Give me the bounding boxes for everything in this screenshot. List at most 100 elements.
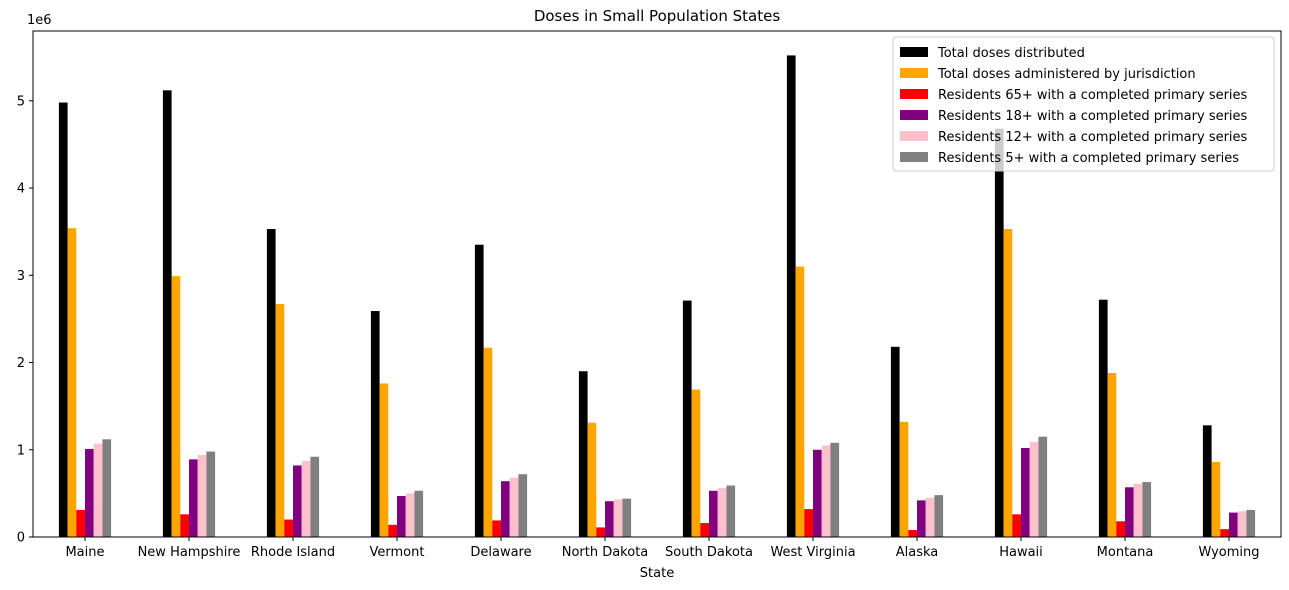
y-axis-offset-label: 1e6 [27, 13, 52, 28]
bar [162, 90, 172, 537]
bar [578, 371, 588, 537]
bar [726, 485, 736, 537]
legend-swatch [900, 131, 928, 141]
bar [310, 456, 320, 537]
legend-label: Total doses distributed [937, 46, 1085, 61]
bar [388, 524, 397, 537]
bar [58, 102, 68, 537]
bar [405, 493, 415, 537]
bar [786, 55, 796, 538]
legend-label: Residents 5+ with a completed primary se… [938, 151, 1239, 166]
y-tick-label: 5 [17, 94, 25, 109]
bar [275, 304, 285, 537]
bar [206, 451, 216, 537]
y-tick-label: 4 [17, 182, 25, 197]
y-tick-label: 2 [17, 356, 25, 371]
bar [293, 465, 302, 537]
bar [613, 499, 623, 537]
x-tick-label: Rhode Island [251, 545, 335, 560]
x-tick-label: Alaska [896, 545, 939, 560]
bar [397, 496, 406, 537]
legend-swatch [900, 110, 928, 120]
bar [1116, 521, 1125, 537]
legend-label: Residents 12+ with a completed primary s… [938, 130, 1248, 145]
y-tick-label: 3 [17, 269, 25, 284]
x-tick-label: North Dakota [562, 545, 649, 560]
bar [284, 519, 293, 537]
bar [934, 495, 944, 537]
x-tick-label: Wyoming [1198, 545, 1259, 560]
bar [596, 527, 605, 537]
x-tick-label: New Hampshire [138, 545, 241, 560]
bar [492, 520, 501, 537]
bar [1202, 425, 1212, 537]
legend-swatch [900, 89, 928, 99]
bar [830, 442, 840, 537]
bar [813, 449, 822, 537]
bar [1038, 436, 1048, 537]
legend: Total doses distributed Total doses admin… [892, 36, 1275, 172]
bar [197, 454, 207, 537]
bar [1211, 461, 1221, 537]
y-tick-label: 1 [17, 443, 25, 458]
x-axis: Maine New Hampshire Rhode Island Vermont Del… [65, 537, 1260, 560]
bar [483, 347, 493, 537]
bar [925, 497, 935, 537]
bar [414, 490, 424, 537]
bar [908, 530, 917, 537]
bars-group [58, 55, 1256, 538]
bar [899, 421, 909, 537]
x-tick-label: Maine [65, 545, 104, 560]
bar [1098, 299, 1108, 537]
bar [93, 443, 103, 537]
bar [587, 422, 597, 537]
bar [821, 445, 831, 537]
bar [691, 389, 701, 537]
legend-label: Total doses administered by jurisdiction [937, 67, 1196, 82]
bar [1246, 509, 1256, 537]
bar [180, 514, 189, 537]
bar [85, 448, 94, 537]
chart-title: Doses in Small Population States [534, 7, 781, 25]
bar [509, 477, 519, 537]
bar [994, 128, 1004, 537]
bar [1133, 483, 1143, 537]
legend-swatch [900, 152, 928, 162]
bar [804, 509, 813, 537]
bar [1142, 482, 1152, 537]
legend-label: Residents 65+ with a completed primary s… [938, 88, 1248, 103]
bar [501, 481, 510, 537]
bar [301, 461, 311, 537]
x-tick-label: Hawaii [999, 545, 1043, 560]
legend-box [892, 36, 1275, 172]
bar [709, 490, 718, 537]
x-tick-label: Delaware [470, 545, 531, 560]
bar [622, 498, 632, 537]
bar [795, 266, 805, 537]
y-axis: 0 1 2 3 4 5 [17, 94, 33, 546]
bar [1029, 441, 1039, 537]
bar [682, 300, 692, 537]
bar [717, 488, 727, 537]
x-tick-label: Montana [1097, 545, 1154, 560]
bar [1237, 511, 1247, 537]
bar [76, 509, 85, 537]
bar [1107, 372, 1117, 537]
bar [1012, 514, 1021, 537]
legend-swatch [900, 47, 928, 57]
x-tick-label: Vermont [370, 545, 425, 560]
bar [102, 439, 112, 537]
bar [1021, 448, 1030, 537]
bar [1125, 487, 1134, 537]
legend-swatch [900, 68, 928, 78]
bar [700, 523, 709, 537]
bar [474, 244, 484, 538]
bar [1003, 229, 1013, 538]
legend-label: Residents 18+ with a completed primary s… [938, 109, 1248, 124]
x-tick-label: South Dakota [665, 545, 753, 560]
bar [379, 383, 389, 537]
bar [1229, 512, 1238, 537]
bar [890, 346, 900, 537]
x-tick-label: West Virginia [770, 545, 855, 560]
